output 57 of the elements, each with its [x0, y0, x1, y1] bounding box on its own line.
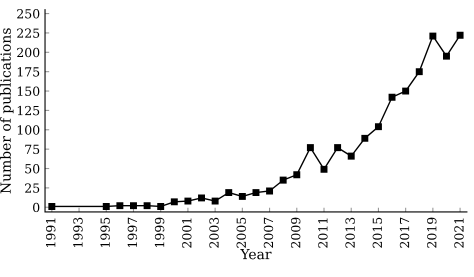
- point: [429, 32, 436, 40]
- point: [293, 171, 300, 178]
- x-tick-label: 2001: [182, 218, 192, 248]
- point: [157, 203, 164, 210]
- point: [198, 194, 205, 202]
- point: [252, 189, 260, 196]
- y-tick-label: 125: [18, 106, 40, 116]
- point: [361, 134, 368, 142]
- y-tick-label: 75: [25, 144, 40, 154]
- point: [48, 203, 56, 210]
- x-tick-label: 1997: [128, 218, 138, 248]
- point: [456, 32, 464, 39]
- y-axis-title: Number of publications: [0, 28, 14, 194]
- x-tick-label: 2011: [318, 218, 328, 248]
- point: [443, 52, 450, 60]
- point: [416, 68, 423, 76]
- point: [184, 198, 192, 205]
- point: [266, 188, 274, 194]
- y-tick-label: 100: [18, 125, 40, 135]
- x-tick-label: 2009: [290, 218, 300, 248]
- point: [306, 144, 314, 152]
- x-tick-label: 2005: [236, 218, 246, 248]
- point: [116, 202, 124, 210]
- point: [144, 202, 151, 210]
- point: [334, 144, 342, 152]
- point: [102, 203, 110, 210]
- y-tick-label: 0: [33, 202, 40, 212]
- x-tick-label: 2003: [209, 218, 219, 248]
- y-tick-label: 50: [25, 164, 40, 174]
- y-tick-label: 250: [17, 9, 40, 18]
- y-tick-label: 225: [17, 28, 40, 38]
- point: [280, 176, 287, 184]
- y-tick-label: 150: [18, 86, 40, 96]
- point: [212, 198, 219, 205]
- point: [170, 198, 178, 206]
- point: [348, 152, 355, 160]
- point: [238, 192, 246, 200]
- point: [320, 166, 328, 173]
- y-tick-label: 25: [25, 183, 40, 193]
- y-tick-label: 200: [17, 48, 40, 58]
- x-tick-label: 2015: [372, 218, 382, 248]
- point: [130, 202, 137, 210]
- point: [388, 94, 396, 101]
- x-tick-label: 1999: [154, 218, 164, 248]
- x-axis-title: Year: [240, 249, 272, 260]
- x-tick-label: 2013: [345, 218, 355, 248]
- point: [402, 88, 410, 95]
- x-tick-label: 2007: [264, 218, 274, 248]
- x-tick-label: 1993: [73, 218, 83, 248]
- x-tick-label: 2019: [427, 218, 436, 248]
- point: [225, 189, 232, 196]
- x-tick-label: 2017: [400, 218, 410, 248]
- x-tick-label: 2021: [454, 218, 464, 248]
- x-tick-label: 1991: [46, 218, 56, 248]
- x-tick-label: 1995: [100, 218, 110, 248]
- point: [374, 123, 382, 130]
- y-tick-label: 175: [18, 67, 40, 77]
